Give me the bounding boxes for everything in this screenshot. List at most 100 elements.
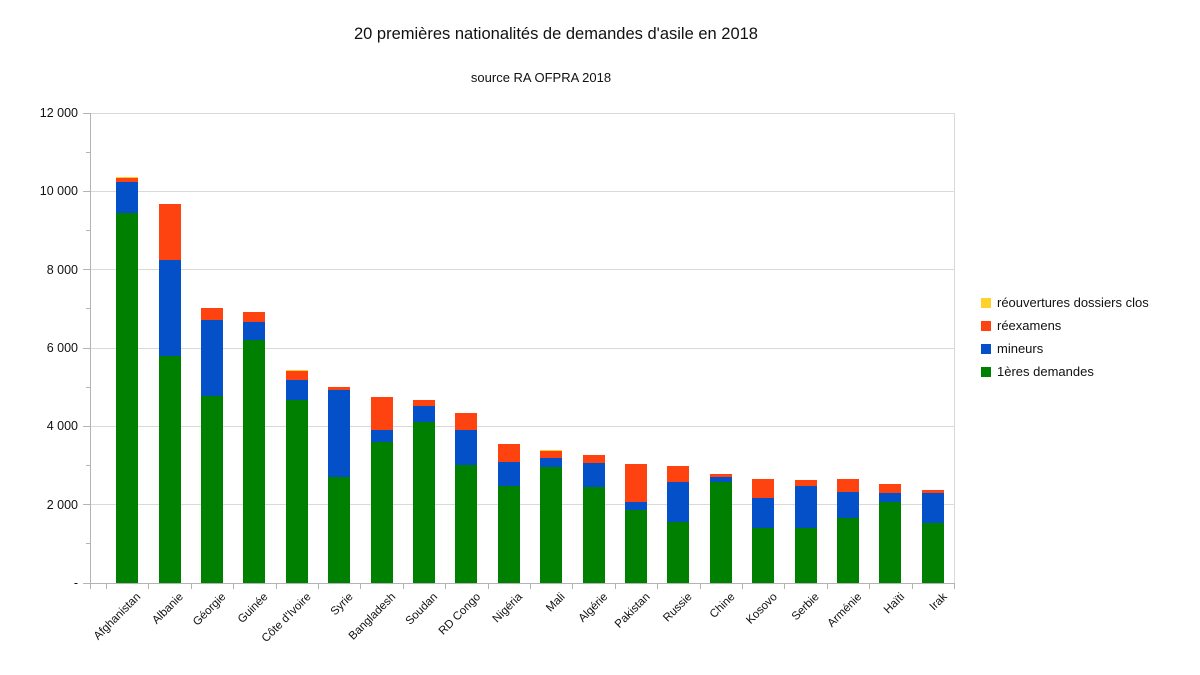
x-axis-label: Arménie <box>825 591 865 630</box>
y-axis-line <box>90 113 91 589</box>
x-axis-label: Russie <box>661 591 695 625</box>
legend-label: 1ères demandes <box>997 364 1094 379</box>
x-axis-label: RD Congo <box>436 591 483 638</box>
bar-segment-mineurs <box>413 406 435 422</box>
x-axis-tick <box>233 583 235 589</box>
legend-item: réouvertures dossiers clos <box>981 291 1149 314</box>
bar-segment-reexamens <box>794 480 817 487</box>
bar-segment-1eres-demandes <box>837 518 859 583</box>
x-axis-label: Pakistan <box>612 591 653 631</box>
legend-item: 1ères demandes <box>981 360 1149 383</box>
y-axis-tick <box>83 347 90 349</box>
bar-segment-reouvertures-dossiers-clos <box>285 369 308 371</box>
bar-segment-1eres-demandes <box>582 487 605 583</box>
bar-segment-mineurs <box>158 259 181 357</box>
legend-swatch-mineurs <box>981 343 991 354</box>
bar-afghanistan <box>116 176 139 583</box>
bar-segment-mineurs <box>921 492 944 523</box>
bar-cote-d-ivoire <box>285 369 308 583</box>
legend-label: mineurs <box>997 341 1044 356</box>
bar-armenie <box>837 479 859 583</box>
legend: réouvertures dossiers clos réexamens mineu… <box>981 291 1149 383</box>
bar-segment-1eres-demandes <box>370 441 393 583</box>
bar-segment-1eres-demandes <box>158 356 181 583</box>
bar-segment-mineurs <box>370 430 393 442</box>
bar-albanie <box>158 203 181 583</box>
bar-segment-mineurs <box>582 462 605 488</box>
x-axis-label: Afghanistan <box>92 591 144 643</box>
x-axis-tick <box>699 583 701 589</box>
bar-segment-reexamens <box>625 463 647 502</box>
bar-segment-reexamens <box>370 396 393 431</box>
x-axis-label: Géorgie <box>191 591 229 629</box>
bar-kosovo <box>752 478 775 583</box>
x-axis-tick <box>360 583 362 589</box>
x-axis-label: Algérie <box>576 591 611 625</box>
x-axis-label: Chine <box>707 591 738 621</box>
bar-segment-mineurs <box>328 389 351 478</box>
bar-georgie <box>201 308 223 583</box>
y-axis-minor-tick <box>86 230 90 231</box>
x-axis-label: Kosovo <box>744 591 780 627</box>
gridline <box>90 112 954 114</box>
x-axis-label: Haïti <box>881 591 907 617</box>
bar-segment-1eres-demandes <box>328 477 351 583</box>
bar-segment-mineurs <box>709 476 732 482</box>
bar-soudan <box>413 400 435 583</box>
legend-label: réexamens <box>997 318 1062 333</box>
bar-serbie <box>794 480 817 583</box>
gridline <box>90 269 954 271</box>
legend-swatch-reouvertures-dossiers-clos <box>981 297 991 308</box>
bar-segment-1eres-demandes <box>455 464 478 583</box>
bar-segment-reexamens <box>243 312 266 322</box>
y-axis-tick-label: 2 000 <box>46 497 78 512</box>
bar-segment-reexamens <box>879 483 902 493</box>
bar-segment-1eres-demandes <box>752 528 775 583</box>
legend-swatch-reexamens <box>981 320 991 331</box>
bar-segment-mineurs <box>285 380 308 400</box>
bar-segment-reexamens <box>540 450 563 459</box>
x-axis-tick <box>402 583 404 589</box>
bar-segment-reexamens <box>285 370 308 381</box>
bar-segment-reexamens <box>837 479 859 492</box>
y-axis-tick <box>83 190 90 192</box>
bar-bangladesh <box>370 396 393 583</box>
x-axis-label: Nigéria <box>491 591 526 626</box>
x-axis-label: Irak <box>927 591 950 614</box>
bar-pakistan <box>625 463 647 583</box>
y-axis-tick <box>83 112 90 114</box>
plot-right-border <box>954 113 955 583</box>
bar-segment-1eres-demandes <box>667 521 690 583</box>
bar-segment-mineurs <box>794 486 817 529</box>
x-axis-tick <box>911 583 913 589</box>
x-axis-tick <box>742 583 743 589</box>
bar-segment-1eres-demandes <box>243 339 266 583</box>
bar-segment-mineurs <box>497 462 520 487</box>
bar-chine <box>709 473 732 583</box>
x-axis-tick <box>487 583 489 589</box>
y-axis-tick <box>83 269 90 271</box>
bar-segment-reexamens <box>582 454 605 463</box>
y-axis-minor-tick <box>86 543 90 545</box>
bar-segment-reexamens <box>455 412 478 430</box>
bar-segment-reexamens <box>158 203 181 260</box>
legend-swatch-1eres-demandes <box>981 366 991 377</box>
bar-segment-mineurs <box>540 458 563 468</box>
chart-subtitle: source RA OFPRA 2018 <box>470 70 612 85</box>
bar-segment-1eres-demandes <box>625 509 647 583</box>
x-axis-tick <box>869 583 871 589</box>
x-axis-tick <box>572 583 574 589</box>
bar-rd-congo <box>455 412 478 583</box>
bar-guinee <box>243 312 266 583</box>
bar-segment-reexamens <box>667 466 690 482</box>
y-axis-minor-tick <box>86 465 90 466</box>
bar-segment-mineurs <box>243 321 266 340</box>
bar-segment-mineurs <box>752 498 775 529</box>
legend-item: réexamens <box>981 314 1149 337</box>
gridline <box>90 425 954 427</box>
bar-segment-1eres-demandes <box>413 421 435 583</box>
bar-irak <box>921 490 944 583</box>
legend-label: réouvertures dossiers clos <box>997 295 1149 310</box>
chart-title: 20 premières nationalités de demandes d'… <box>353 25 758 43</box>
bar-segment-reexamens <box>752 478 775 499</box>
